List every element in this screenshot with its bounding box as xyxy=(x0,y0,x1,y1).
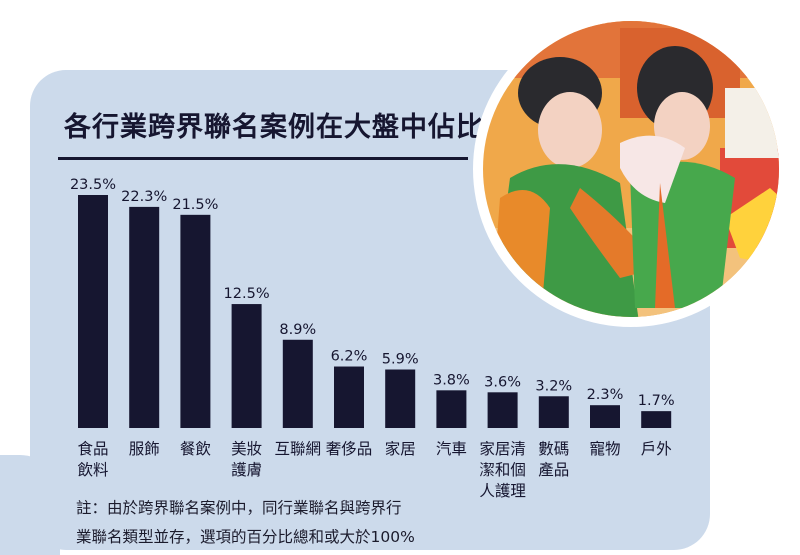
footnote-line-1: 註：由於跨界聯名案例中，同行業聯名與跨界行 xyxy=(76,499,402,517)
bar-10 xyxy=(538,396,569,428)
category-label-11: 寵物 xyxy=(589,439,620,458)
chart-title: 各行業跨界聯名案例在大盤中佔比 xyxy=(64,112,484,143)
bar-4 xyxy=(231,304,262,428)
bar-12 xyxy=(641,411,672,428)
category-label-5: 互聯網 xyxy=(275,440,322,458)
category-label-7: 家居 xyxy=(385,440,416,458)
bar-11 xyxy=(590,405,620,428)
category-label-8: 汽車 xyxy=(436,440,467,458)
category-label-1: 飲料 xyxy=(77,461,108,479)
value-label-3: 21.5% xyxy=(172,197,218,213)
bar-3 xyxy=(180,214,211,428)
bar-9 xyxy=(487,392,518,428)
value-label-5: 8.9% xyxy=(279,322,316,338)
footnote-line-2: 業聯名類型並存，選項的百分比總和或大於100% xyxy=(76,528,415,546)
value-label-6: 6.2% xyxy=(331,349,368,365)
costume-photo xyxy=(473,11,789,327)
bar-1 xyxy=(78,195,108,428)
value-label-4: 12.5% xyxy=(224,286,270,302)
category-label-3: 餐飲 xyxy=(180,440,212,458)
value-label-12: 1.7% xyxy=(638,393,675,409)
category-label-4: 護膚 xyxy=(231,461,262,479)
bar-2 xyxy=(129,206,160,428)
value-label-9: 3.6% xyxy=(484,374,521,390)
title-underline xyxy=(58,157,468,160)
category-label-9: 人護理 xyxy=(479,482,526,500)
category-label-12: 戶外 xyxy=(641,440,672,458)
category-label-2: 服飾 xyxy=(129,440,160,458)
bar-6 xyxy=(334,366,364,428)
bar-8 xyxy=(436,390,467,428)
category-label-1: 食品 xyxy=(77,440,108,458)
value-label-1: 23.5% xyxy=(70,177,116,193)
category-label-9: 潔和個 xyxy=(479,461,526,479)
bar-7 xyxy=(385,369,416,428)
category-label-10: 產品 xyxy=(538,461,569,479)
bar-5 xyxy=(282,339,313,428)
value-label-11: 2.3% xyxy=(587,387,624,403)
category-label-9: 家居清 xyxy=(479,440,526,458)
category-label-10: 數碼 xyxy=(538,440,569,458)
value-label-2: 22.3% xyxy=(121,189,167,205)
value-label-7: 5.9% xyxy=(382,352,419,368)
value-label-10: 3.2% xyxy=(535,378,572,394)
footnote: 註：由於跨界聯名案例中，同行業聯名與跨界行 業聯名類型並存，選項的百分比總和或大… xyxy=(76,494,496,552)
category-label-4: 美妝 xyxy=(231,440,262,458)
value-label-8: 3.8% xyxy=(433,372,470,388)
category-label-6: 奢侈品 xyxy=(326,440,373,458)
panel-corner-tab xyxy=(0,455,60,555)
